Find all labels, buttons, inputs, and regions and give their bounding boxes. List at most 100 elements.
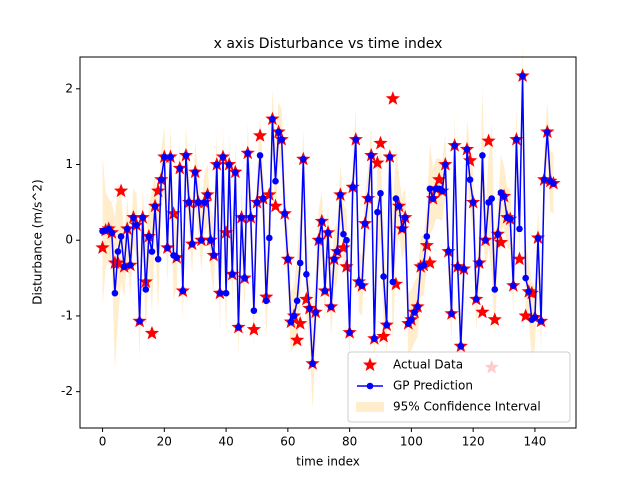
gp-point: [340, 230, 347, 238]
gp-point: [188, 240, 196, 248]
legend-marker: [366, 382, 374, 390]
gp-point: [176, 165, 184, 172]
gp-point: [460, 265, 468, 273]
gp-point: [309, 360, 316, 367]
gp-point: [164, 244, 171, 252]
gp-point: [210, 252, 218, 259]
gp-point: [491, 286, 499, 293]
gp-point: [540, 176, 548, 183]
actual-point: [336, 240, 351, 254]
x-tick-label: 0: [99, 435, 107, 449]
gp-point: [259, 195, 267, 202]
gp-point: [377, 189, 384, 197]
legend-marker: [356, 402, 384, 412]
gp-point: [337, 191, 344, 199]
actual-point: [293, 316, 308, 330]
gp-point: [401, 214, 409, 221]
gp-point: [157, 176, 165, 183]
gp-point: [494, 230, 502, 238]
legend-label: 95% Confidence Interval: [393, 400, 541, 414]
gp-point: [537, 317, 545, 325]
gp-point: [173, 254, 180, 261]
gp-point: [198, 236, 205, 244]
actual-point: [289, 332, 305, 347]
x-tick-label: 20: [157, 435, 172, 449]
gp-point: [506, 215, 514, 223]
gp-point: [426, 185, 434, 193]
gp-point: [343, 236, 350, 244]
actual-point: [110, 255, 126, 270]
actual-point: [388, 276, 404, 291]
gp-point: [127, 261, 134, 269]
gp-point: [296, 259, 304, 267]
gp-point: [371, 335, 378, 342]
actual-point: [512, 251, 527, 266]
gp-point: [120, 263, 128, 271]
gp-point: [516, 225, 523, 233]
gp-point: [361, 220, 369, 227]
actual-point: [518, 308, 533, 323]
actual-point: [299, 291, 314, 306]
gp-point: [213, 161, 221, 168]
gp-point: [383, 321, 390, 329]
gp-point: [262, 297, 270, 305]
actual-point: [218, 225, 234, 239]
y-axis-label: Disturbance (m/s^2): [31, 179, 45, 304]
legend-label: GP Prediction: [393, 379, 473, 393]
gp-point: [386, 153, 394, 161]
gp-point: [454, 263, 462, 271]
gp-point: [151, 202, 159, 210]
actual-point: [246, 322, 262, 336]
gp-point: [201, 199, 208, 206]
gp-point: [522, 274, 529, 282]
gp-point: [191, 168, 199, 176]
actual-point: [422, 255, 438, 270]
gp-point: [161, 153, 168, 161]
gp-point: [269, 115, 276, 123]
gp-point: [228, 271, 236, 278]
actual-point: [268, 198, 283, 213]
x-tick-label: 60: [280, 435, 295, 449]
gp-point: [232, 168, 239, 176]
gp-point: [194, 199, 202, 206]
gp-point: [185, 199, 193, 206]
gp-point: [219, 153, 227, 161]
gp-point: [510, 282, 517, 289]
x-tick-label: 40: [218, 435, 233, 449]
actual-point: [113, 183, 129, 198]
gp-point: [479, 152, 486, 159]
gp-point: [253, 199, 261, 206]
gp-point: [420, 261, 428, 269]
actual-point: [462, 153, 478, 167]
actual-point: [376, 328, 391, 343]
gp-point: [148, 248, 156, 255]
gp-point: [256, 152, 264, 159]
gp-point: [142, 286, 150, 293]
legend-box: [347, 351, 571, 423]
x-tick-label: 140: [523, 435, 546, 449]
gp-point: [130, 214, 137, 221]
y-tick-label: -2: [61, 384, 73, 398]
gp-point: [324, 229, 332, 236]
gp-point: [207, 236, 214, 244]
chart-title: x axis Disturbance vs time index: [214, 36, 443, 52]
gp-point: [145, 233, 153, 240]
gp-point: [333, 248, 341, 255]
gp-point: [312, 308, 319, 316]
gp-point: [411, 308, 418, 316]
actual-point: [419, 238, 434, 252]
gp-point: [216, 289, 224, 297]
gp-point: [266, 234, 273, 242]
gp-point: [111, 289, 119, 297]
gp-point: [513, 136, 520, 143]
gp-point: [136, 317, 143, 325]
y-tick-label: 1: [65, 157, 73, 171]
gp-point: [117, 233, 125, 240]
gp-point: [293, 297, 301, 305]
gp-point: [429, 195, 437, 202]
gp-point: [364, 195, 372, 202]
y-tick-label: 0: [65, 233, 73, 247]
actual-point: [373, 135, 388, 150]
